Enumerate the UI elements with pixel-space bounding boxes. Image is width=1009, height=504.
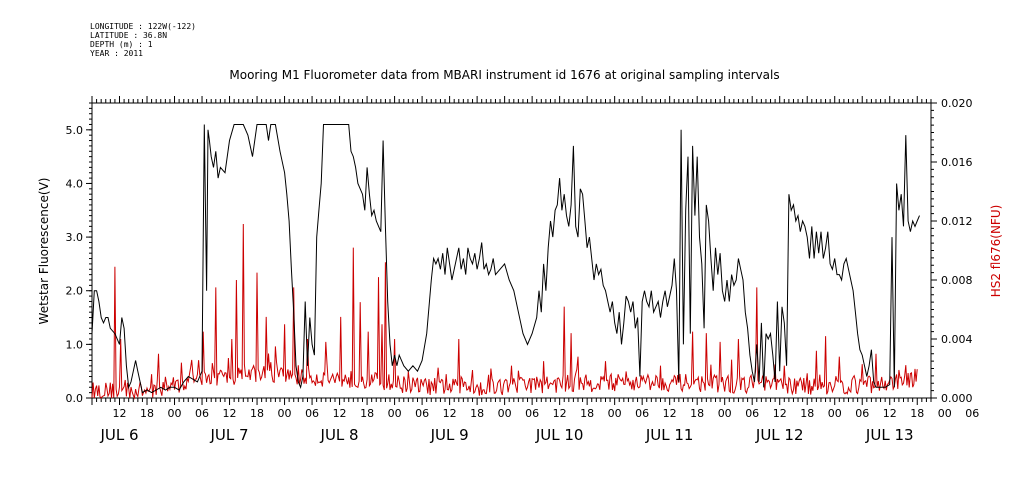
depth-label: DEPTH (m) : 1	[90, 40, 153, 49]
plot-border	[91, 102, 932, 399]
series-line-wetstar	[91, 124, 920, 394]
x-day-label: JUL 6	[99, 426, 138, 444]
x-hour-tick-label: 00	[718, 407, 732, 420]
x-hour-tick-label: 00	[168, 407, 182, 420]
x-hour-tick-label: 06	[305, 407, 319, 420]
x-hour-tick-label: 06	[195, 407, 209, 420]
x-hour-tick-label: 00	[498, 407, 512, 420]
y-right-tick-label: 0.016	[941, 156, 973, 169]
chart-title: Mooring M1 Fluorometer data from MBARI i…	[229, 68, 780, 82]
x-hour-tick-label: 06	[525, 407, 539, 420]
x-day-label: JUL 13	[865, 426, 914, 444]
x-hour-tick-label: 06	[745, 407, 759, 420]
axis-ticks	[86, 96, 937, 405]
y-axis-left-label: Wetstar Fluorescence(V)	[37, 178, 51, 325]
x-hour-tick-label: 12	[113, 407, 127, 420]
x-hour-tick-label: 12	[223, 407, 237, 420]
x-day-label: JUL 11	[645, 426, 694, 444]
y-axis-right-label: HS2 fl676(NFU)	[989, 205, 1003, 298]
y-right-tick-label: 0.020	[941, 97, 973, 110]
y-left-tick-label: 4.0	[66, 177, 84, 190]
x-day-label: JUL 12	[755, 426, 804, 444]
x-hour-tick-label: 00	[608, 407, 622, 420]
y-right-tick-label: 0.012	[941, 215, 973, 228]
latitude-label: LATITUDE : 36.8N	[90, 31, 168, 40]
x-hour-tick-label: 18	[910, 407, 924, 420]
x-hour-tick-label: 18	[140, 407, 154, 420]
x-hour-tick-label: 06	[965, 407, 979, 420]
series-line-hs2	[91, 223, 918, 400]
x-hour-tick-label: 18	[470, 407, 484, 420]
x-day-label: JUL 8	[320, 426, 359, 444]
x-hour-tick-label: 12	[553, 407, 567, 420]
x-day-label: JUL 10	[535, 426, 584, 444]
series-hs2-fl676	[91, 223, 918, 400]
y-left-tick-label: 2.0	[66, 285, 84, 298]
y-left-tick-label: 5.0	[66, 124, 84, 137]
longitude-label: LONGITUDE : 122W(-122)	[90, 22, 196, 31]
x-hour-tick-label: 00	[828, 407, 842, 420]
x-day-label: JUL 7	[210, 426, 249, 444]
y-right-tick-label: 0.000	[941, 392, 973, 405]
series-wetstar-fluorescence	[91, 124, 920, 394]
x-hour-tick-label: 06	[415, 407, 429, 420]
year-label: YEAR : 2011	[90, 49, 143, 58]
x-hour-tick-label: 18	[250, 407, 264, 420]
x-day-label: JUL 9	[430, 426, 469, 444]
x-hour-tick-label: 06	[635, 407, 649, 420]
x-hour-tick-label: 18	[580, 407, 594, 420]
x-hour-tick-label: 00	[278, 407, 292, 420]
axis-labels: 12 18 00 06 12 18 00 06 12 18 00 06 12 18 00 06 12 18 00 06…	[66, 97, 980, 444]
x-hour-tick-label: 18	[360, 407, 374, 420]
y-right-tick-label: 0.004	[941, 333, 973, 346]
x-hour-tick-label: 12	[773, 407, 787, 420]
y-right-tick-label: 0.008	[941, 274, 973, 287]
x-hour-tick-label: 06	[855, 407, 869, 420]
x-hour-tick-label: 12	[883, 407, 897, 420]
x-hour-tick-label: 00	[938, 407, 952, 420]
x-hour-tick-label: 12	[443, 407, 457, 420]
x-hour-tick-label: 00	[388, 407, 402, 420]
y-left-tick-label: 3.0	[66, 231, 84, 244]
y-left-tick-label: 0.0	[66, 392, 84, 405]
x-hour-tick-label: 12	[663, 407, 677, 420]
plot-frame	[91, 102, 932, 399]
x-hour-tick-label: 12	[333, 407, 347, 420]
x-hour-tick-label: 18	[690, 407, 704, 420]
x-hour-tick-label: 18	[800, 407, 814, 420]
y-left-tick-label: 1.0	[66, 338, 84, 351]
